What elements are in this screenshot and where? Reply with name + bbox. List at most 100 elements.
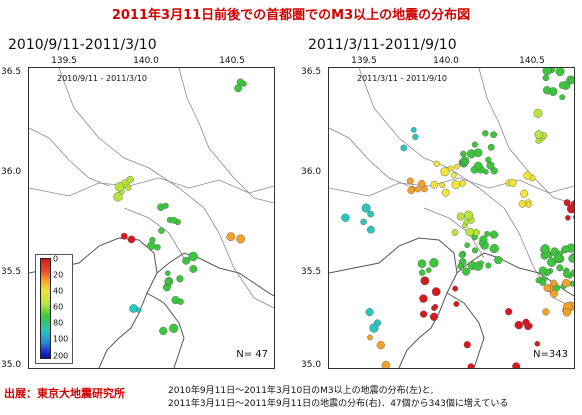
- event-count: N=343: [533, 349, 568, 360]
- lat-tick-label: 36.0: [1, 167, 22, 177]
- epicenter-dot: [559, 94, 566, 101]
- epicenter-dot: [568, 254, 574, 263]
- epicenter-dot: [429, 258, 439, 268]
- colorbar-tick: 20: [53, 270, 64, 280]
- epicenter-dot: [440, 167, 450, 177]
- epicenter-dot: [412, 133, 419, 141]
- map-heading: 2010/9/11-2011/3/10: [8, 37, 157, 53]
- epicenter-dot: [381, 360, 391, 368]
- page-title: 2011年3月11日前後での首都圏でのM3以上の地震の分布図: [111, 8, 471, 23]
- epicenter-dot: [426, 267, 432, 273]
- event-count: N= 47: [236, 349, 268, 360]
- map-frame: 2011/3/11 - 2011/9/10 N=343: [328, 67, 575, 369]
- lat-tick-label: 35.0: [1, 360, 22, 370]
- epicenter-dot: [478, 260, 484, 266]
- epicenter-dot: [518, 200, 527, 208]
- epicenter-dot: [471, 141, 479, 148]
- epicenter-dot: [431, 287, 441, 297]
- source-credit: 出展：東京大地震研究所: [4, 387, 125, 400]
- epicenter-dot: [113, 192, 123, 202]
- epicenter-dot: [514, 320, 524, 330]
- lat-tick-label: 35.5: [1, 267, 22, 277]
- epicenter-dot: [542, 308, 550, 316]
- epicenter-dot: [417, 259, 427, 268]
- epicenter-dot: [462, 267, 471, 276]
- colorbar-tick: 40: [53, 286, 64, 296]
- epicenter-dot: [450, 172, 457, 179]
- lon-tick-label: 139.5: [51, 56, 77, 66]
- epicenter-dot: [542, 74, 550, 82]
- epicenter-dot: [489, 244, 499, 254]
- epicenter-dot: [418, 179, 426, 188]
- epicenter-dot: [482, 130, 489, 137]
- epicenter-dot: [534, 340, 541, 347]
- epicenter-dot: [494, 256, 503, 265]
- lon-tick-label: 140.0: [433, 56, 459, 66]
- epicenter-dot: [162, 202, 169, 209]
- epicenter-dot: [464, 242, 470, 248]
- epicenter-dot: [454, 164, 460, 170]
- epicenter-dot: [561, 278, 571, 288]
- colorbar-tick: 80: [53, 318, 64, 328]
- epicenter-dot: [451, 180, 461, 190]
- epicenter-dot: [556, 264, 564, 272]
- epicenter-dot: [562, 270, 571, 278]
- epicenter-dot: [234, 84, 243, 93]
- epicenter-dot: [549, 289, 558, 298]
- epicenter-dot: [451, 229, 459, 236]
- epicenter-dot: [461, 158, 468, 165]
- epicenter-dot: [400, 144, 408, 152]
- epicenter-dot: [149, 236, 156, 244]
- epicenter-dot: [441, 188, 450, 197]
- epicenter-dot: [478, 240, 485, 246]
- epicenter-dot: [407, 186, 415, 195]
- epicenter-dot: [520, 189, 529, 198]
- lat-tick-label: 35.5: [301, 267, 322, 277]
- lon-tick-label: 139.5: [351, 56, 377, 66]
- colorbar-tick: 60: [53, 302, 64, 312]
- epicenter-layer: [113, 78, 247, 336]
- epicenter-dot: [538, 266, 547, 275]
- epicenter-layer: [341, 68, 574, 368]
- epicenter-dot: [236, 234, 246, 244]
- epicenter-dot: [147, 241, 156, 251]
- epicenter-dot: [361, 203, 371, 213]
- epicenter-dot: [542, 68, 552, 76]
- epicenter-dot: [561, 245, 570, 253]
- epicenter-dot: [447, 165, 454, 172]
- lat-tick-label: 35.0: [301, 360, 322, 370]
- epicenter-dot: [463, 341, 471, 349]
- epicenter-dot: [419, 310, 428, 318]
- epicenter-dot: [457, 263, 464, 270]
- epicenter-dot: [460, 150, 467, 158]
- epicenter-dot: [158, 227, 165, 234]
- epicenter-dot: [523, 171, 532, 180]
- epicenter-dot: [367, 225, 375, 234]
- epicenter-dot: [555, 68, 565, 77]
- epicenter-dot: [411, 127, 417, 133]
- epicenter-dot: [414, 186, 421, 193]
- epicenter-dot: [433, 160, 440, 167]
- epicenter-dot: [474, 161, 483, 170]
- colorbar-tick: 100: [53, 334, 69, 344]
- epicenter-dot: [367, 210, 375, 218]
- epicenter-dot: [125, 184, 132, 191]
- epicenter-dot: [490, 131, 498, 139]
- caption-line: 2010年9月11日～2011年3月10日のM3以上の地震の分布(左)と,: [168, 386, 434, 396]
- epicenter-dot: [127, 235, 136, 244]
- epicenter-dot: [114, 182, 125, 192]
- epicenter-dot: [176, 275, 184, 283]
- period-label: 2011/3/11 - 2011/9/10: [357, 74, 448, 83]
- epicenter-dot: [452, 285, 459, 292]
- epicenter-dot: [429, 312, 439, 321]
- epicenter-dot: [439, 182, 445, 188]
- epicenter-dot: [485, 262, 492, 269]
- epicenter-dot: [159, 326, 168, 336]
- epicenter-dot: [341, 213, 350, 222]
- lat-tick-label: 36.0: [301, 167, 322, 177]
- epicenter-dot: [458, 251, 465, 258]
- epicenter-dot: [486, 161, 495, 170]
- epicenter-dot: [432, 303, 439, 310]
- epicenter-dot: [533, 108, 543, 118]
- epicenter-dot: [430, 181, 439, 189]
